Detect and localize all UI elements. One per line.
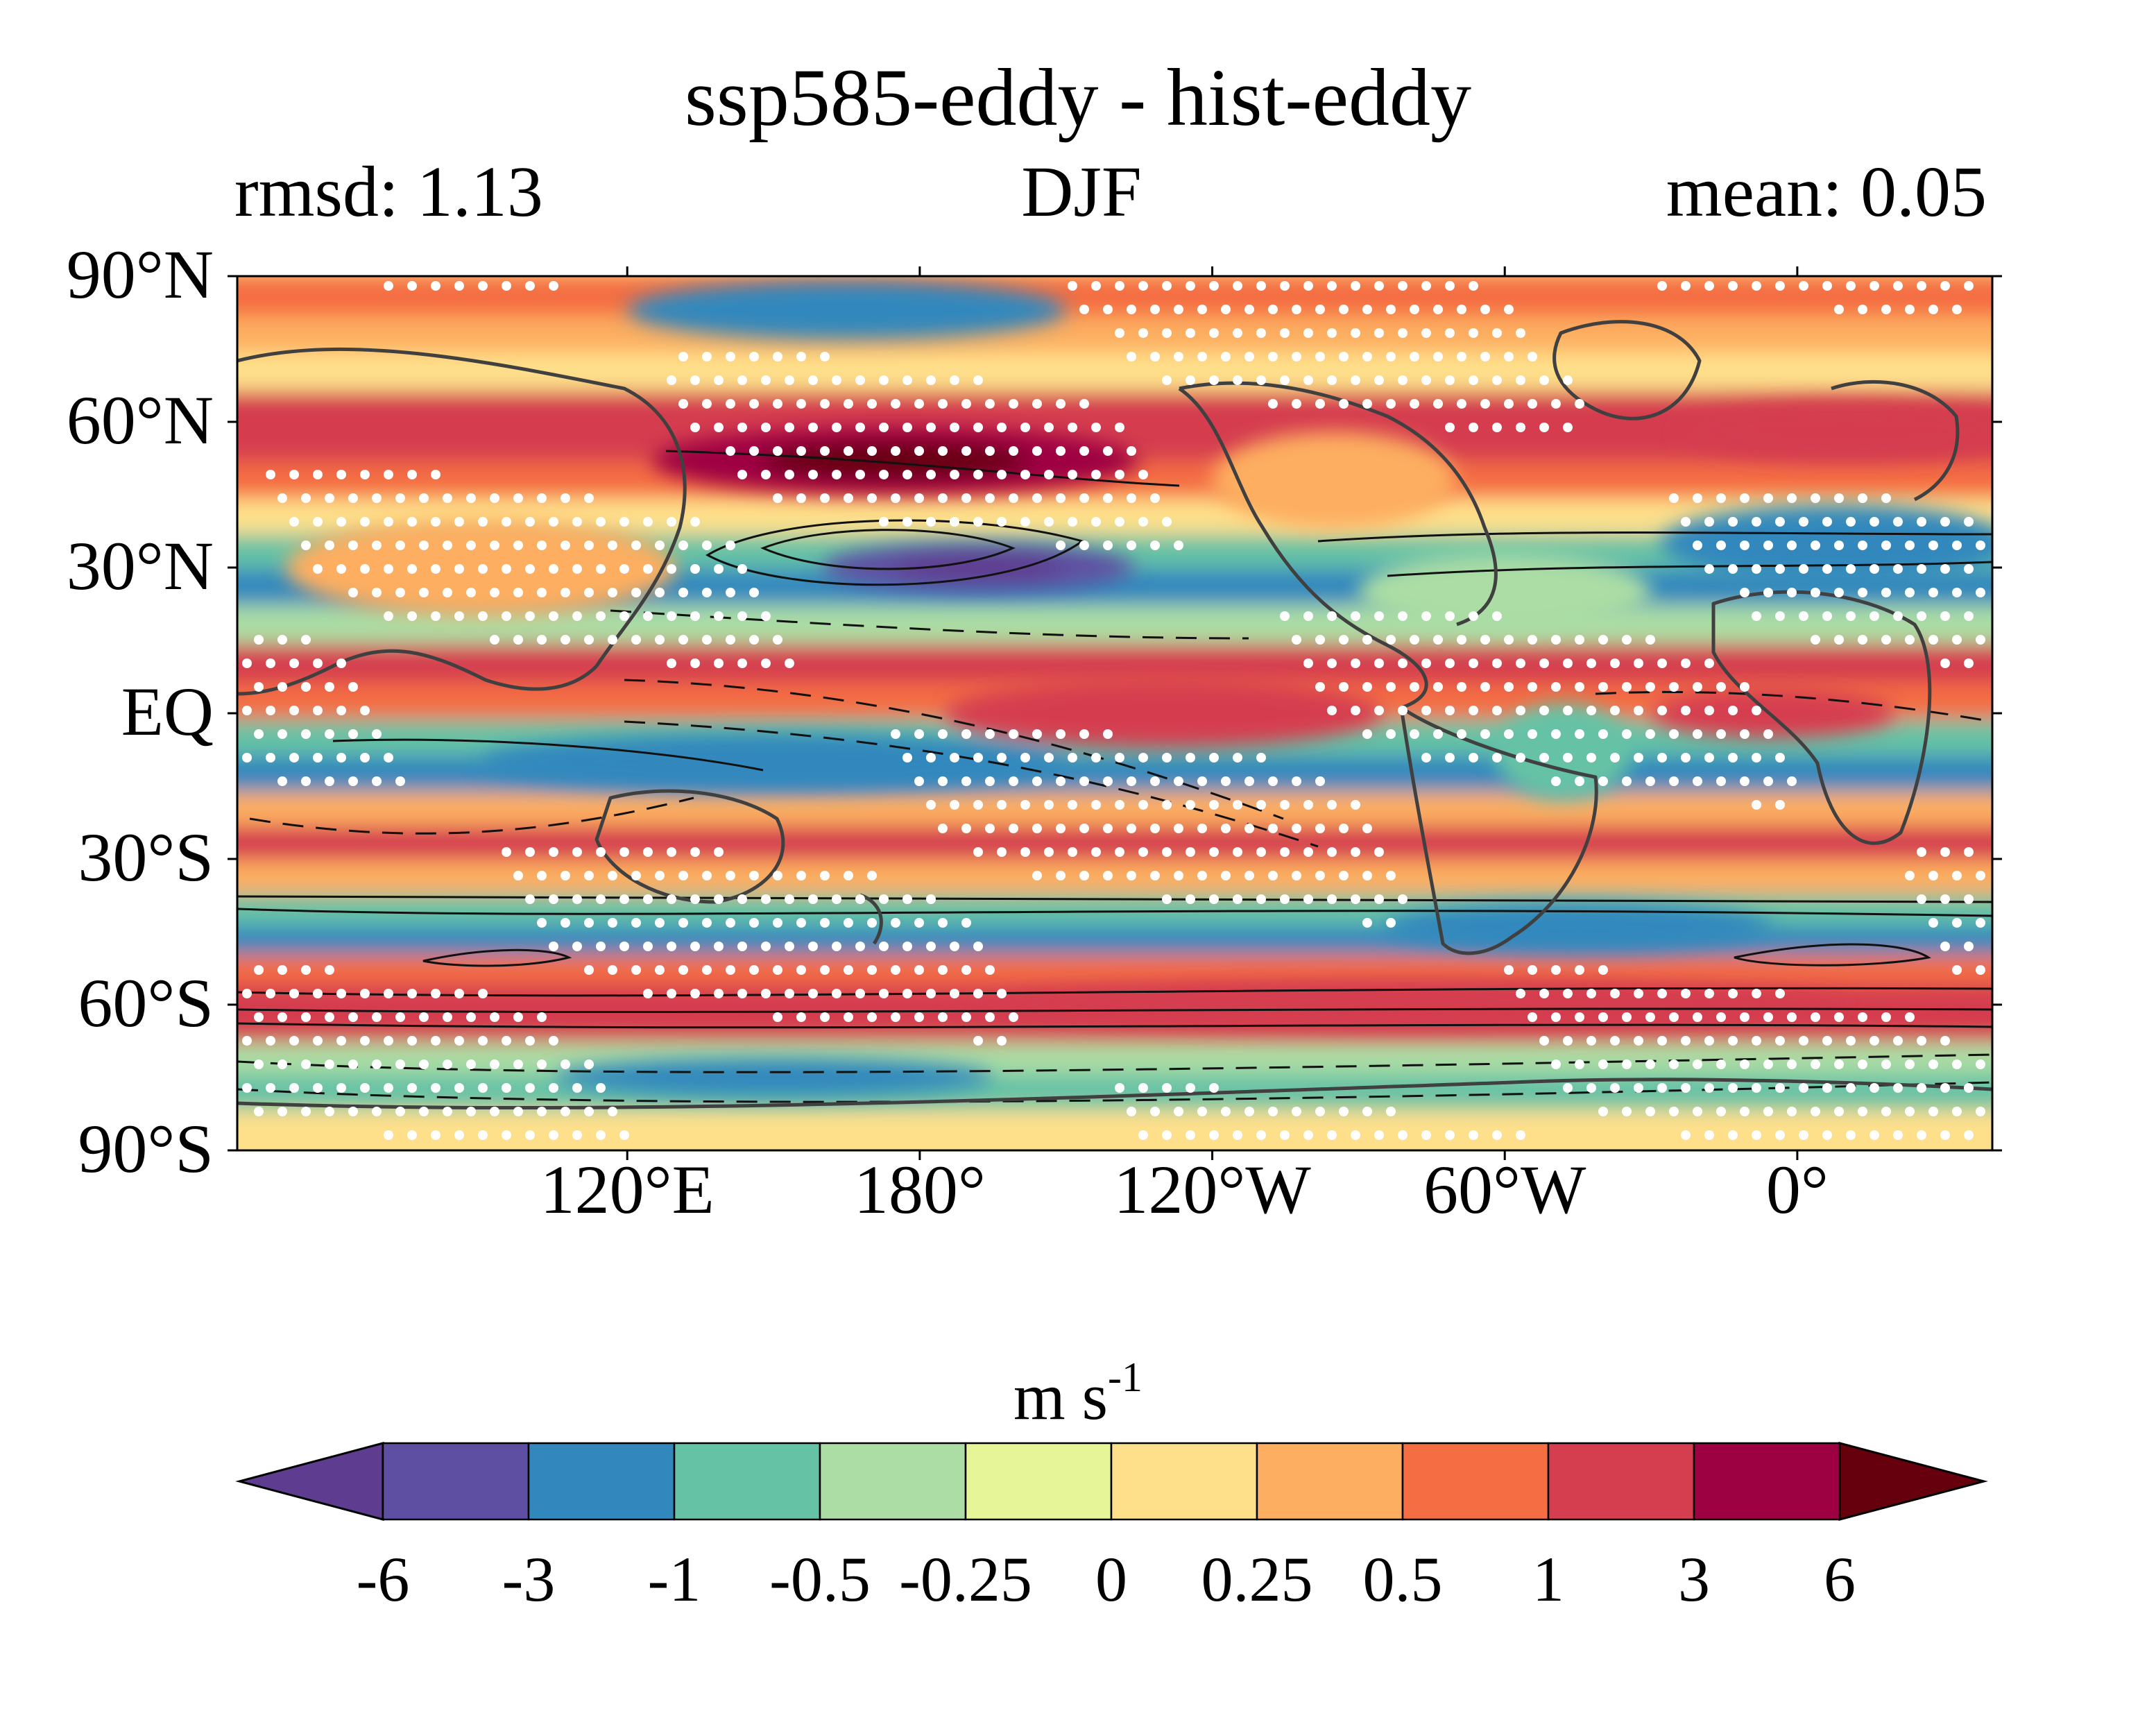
zonal-band xyxy=(237,860,1992,897)
mean-label: mean: 0.05 xyxy=(1666,152,1987,232)
contour-line xyxy=(1595,690,1992,723)
coastline xyxy=(594,789,785,904)
anomaly-blob xyxy=(1675,402,1992,461)
contour-line xyxy=(624,720,1319,848)
colorbar-segment xyxy=(1547,1442,1695,1521)
colorbar xyxy=(235,1442,1988,1521)
colorbar-tick-label: 0 xyxy=(1095,1544,1127,1615)
anomaly-blob xyxy=(1383,903,1773,951)
coastline xyxy=(859,893,883,945)
lon-tick-label: 120°E xyxy=(540,1151,715,1228)
colorbar-segment xyxy=(819,1442,967,1521)
anomaly-blob xyxy=(1495,704,1632,801)
significance-stippling xyxy=(242,281,1985,1140)
anomaly-blob xyxy=(481,733,1066,791)
colorbar-tick-label: 6 xyxy=(1824,1544,1856,1615)
colorbar-tick-label: -0.5 xyxy=(769,1544,871,1615)
colorbar-tick-label: -3 xyxy=(502,1544,556,1615)
contour-line xyxy=(237,1053,1992,1073)
anomaly-blob xyxy=(627,281,1066,339)
zonal-band xyxy=(237,826,1992,863)
contour-line xyxy=(760,529,1016,570)
anomaly-blob xyxy=(1661,504,1992,582)
zonal-band xyxy=(237,955,1992,987)
lat-tick-label: 30°S xyxy=(78,819,214,896)
contour-line xyxy=(1387,561,1992,577)
contour-line xyxy=(422,948,572,967)
contour-line xyxy=(237,1007,1992,1014)
anomaly-blob xyxy=(554,1058,993,1097)
zonal-band xyxy=(237,1110,1992,1150)
map-title: ssp585-eddy - hist-eddy xyxy=(685,52,1471,143)
rmsd-label: rmsd: 1.13 xyxy=(234,152,543,232)
colorbar-tick-label: -1 xyxy=(647,1544,701,1615)
coastline xyxy=(237,347,687,667)
colorbar-segment xyxy=(1693,1442,1841,1521)
lon-tick-label: 60°W xyxy=(1423,1151,1586,1228)
contour-line xyxy=(249,797,694,835)
colorbar-tick-label: 0.25 xyxy=(1201,1544,1313,1615)
colorbar-tick-label: -6 xyxy=(356,1544,410,1615)
anomaly-blob-core xyxy=(892,554,1064,581)
colorbar-extend-high xyxy=(1838,1442,1988,1521)
lon-tick-label: 180° xyxy=(853,1151,986,1228)
colorbar-segment xyxy=(673,1442,821,1521)
lon-tick-label: 120°W xyxy=(1113,1151,1311,1228)
coastline xyxy=(1399,706,1598,955)
colorbar-segment xyxy=(964,1442,1113,1521)
anomaly-blob xyxy=(1212,432,1456,529)
colorbar-tick-label: -0.25 xyxy=(899,1544,1032,1615)
lon-tick-label: 0° xyxy=(1765,1151,1829,1228)
colorbar-tick-label: 3 xyxy=(1678,1544,1710,1615)
lat-tick-label: 90°N xyxy=(66,236,214,313)
coastline xyxy=(1552,320,1702,420)
coastline xyxy=(1711,590,1932,845)
coastline xyxy=(1831,380,1960,502)
contour-line xyxy=(1317,531,1992,543)
coastline xyxy=(1178,386,1428,710)
anomaly-field xyxy=(237,276,1992,1150)
colorbar-tick-label: 1 xyxy=(1532,1544,1564,1615)
colorbar-segment xyxy=(1401,1442,1550,1521)
zonal-band xyxy=(237,1042,1992,1077)
anomaly-blob xyxy=(944,679,1383,747)
coastline xyxy=(237,1078,1992,1110)
lat-tick-label: 30°N xyxy=(66,527,214,604)
lat-tick-label: EQ xyxy=(121,673,214,750)
coastline xyxy=(1179,381,1498,627)
contour-line xyxy=(610,609,1249,640)
colorbar-segment xyxy=(1110,1442,1258,1521)
colorbar-extend-low xyxy=(235,1442,384,1521)
zonal-band xyxy=(237,316,1992,355)
zonal-band xyxy=(237,644,1992,686)
lat-tick-label: 90°S xyxy=(78,1110,214,1187)
colorbar-segment xyxy=(382,1442,530,1521)
contour-line xyxy=(332,738,764,772)
zonal-band xyxy=(237,352,1992,394)
contour-line xyxy=(237,1022,1992,1029)
season-label: DJF xyxy=(1021,152,1142,232)
colorbar-segment xyxy=(527,1442,676,1521)
colorbar-units: m s-1 xyxy=(1013,1354,1143,1433)
contour-line xyxy=(237,908,1992,917)
contour-line xyxy=(665,450,1180,487)
lat-tick-label: 60°N xyxy=(66,382,214,459)
contour-line xyxy=(1734,943,1931,967)
colorbar-segment xyxy=(1256,1442,1404,1521)
zonal-band xyxy=(237,792,1992,829)
colorbar-tick-label: 0.5 xyxy=(1362,1544,1443,1615)
lat-tick-label: 60°S xyxy=(78,964,214,1041)
